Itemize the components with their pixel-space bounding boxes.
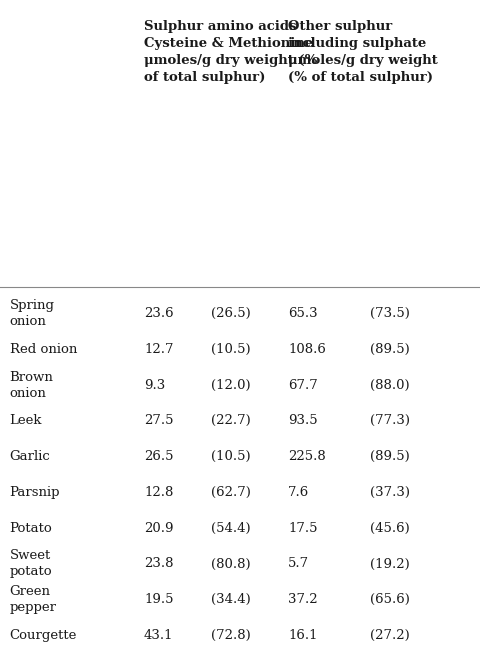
Text: Other sulphur
including sulphate
μmoles/g dry weight
(% of total sulphur): Other sulphur including sulphate μmoles/… — [288, 20, 438, 84]
Text: 93.5: 93.5 — [288, 414, 318, 428]
Text: Sulphur amino acids
Cysteine & Methionine
μmoles/g dry weight (%
of total sulphu: Sulphur amino acids Cysteine & Methionin… — [144, 20, 317, 84]
Text: 16.1: 16.1 — [288, 629, 317, 642]
Text: 65.3: 65.3 — [288, 307, 318, 320]
Text: 26.5: 26.5 — [144, 450, 173, 463]
Text: (10.5): (10.5) — [211, 343, 251, 356]
Text: (22.7): (22.7) — [211, 414, 251, 428]
Text: Parsnip: Parsnip — [10, 486, 60, 499]
Text: (65.6): (65.6) — [370, 593, 409, 607]
Text: 20.9: 20.9 — [144, 521, 173, 535]
Text: Spring
onion: Spring onion — [10, 299, 55, 328]
Text: 12.8: 12.8 — [144, 486, 173, 499]
Text: 19.5: 19.5 — [144, 593, 173, 607]
Text: (72.8): (72.8) — [211, 629, 251, 642]
Text: (34.4): (34.4) — [211, 593, 251, 607]
Text: (19.2): (19.2) — [370, 558, 409, 570]
Text: (89.5): (89.5) — [370, 450, 409, 463]
Text: Sweet
potato: Sweet potato — [10, 550, 52, 578]
Text: Green
pepper: Green pepper — [10, 585, 57, 614]
Text: (62.7): (62.7) — [211, 486, 251, 499]
Text: 108.6: 108.6 — [288, 343, 326, 356]
Text: 5.7: 5.7 — [288, 558, 309, 570]
Text: (77.3): (77.3) — [370, 414, 409, 428]
Text: (54.4): (54.4) — [211, 521, 251, 535]
Text: (10.5): (10.5) — [211, 450, 251, 463]
Text: (80.8): (80.8) — [211, 558, 251, 570]
Text: Leek: Leek — [10, 414, 42, 428]
Text: 12.7: 12.7 — [144, 343, 173, 356]
Text: 7.6: 7.6 — [288, 486, 309, 499]
Text: 9.3: 9.3 — [144, 379, 165, 391]
Text: Potato: Potato — [10, 521, 52, 535]
Text: (27.2): (27.2) — [370, 629, 409, 642]
Text: 27.5: 27.5 — [144, 414, 173, 428]
Text: Brown
onion: Brown onion — [10, 371, 53, 399]
Text: (88.0): (88.0) — [370, 379, 409, 391]
Text: 23.6: 23.6 — [144, 307, 174, 320]
Text: (73.5): (73.5) — [370, 307, 409, 320]
Text: 23.8: 23.8 — [144, 558, 173, 570]
Text: (45.6): (45.6) — [370, 521, 409, 535]
Text: (37.3): (37.3) — [370, 486, 409, 499]
Text: 43.1: 43.1 — [144, 629, 173, 642]
Text: 67.7: 67.7 — [288, 379, 318, 391]
Text: Courgette: Courgette — [10, 629, 77, 642]
Text: (26.5): (26.5) — [211, 307, 251, 320]
Text: (12.0): (12.0) — [211, 379, 251, 391]
Text: (89.5): (89.5) — [370, 343, 409, 356]
Text: 17.5: 17.5 — [288, 521, 317, 535]
Text: 225.8: 225.8 — [288, 450, 326, 463]
Text: Red onion: Red onion — [10, 343, 77, 356]
Text: Garlic: Garlic — [10, 450, 50, 463]
Text: 37.2: 37.2 — [288, 593, 318, 607]
